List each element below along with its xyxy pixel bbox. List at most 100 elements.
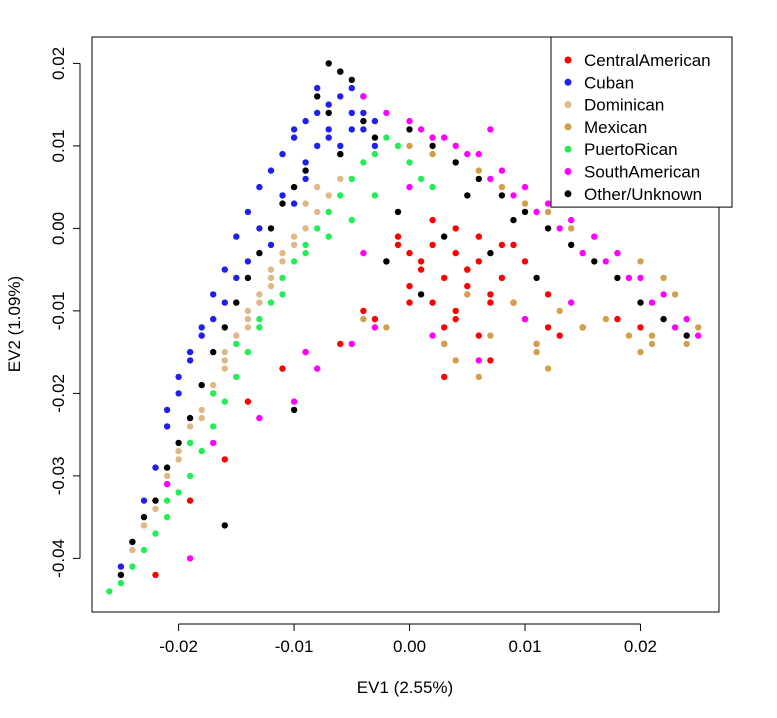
data-point: [348, 84, 355, 92]
data-point: [360, 315, 367, 323]
data-point: [221, 522, 228, 529]
data-point: [267, 241, 275, 249]
data-point: [521, 258, 529, 265]
y-tick-label: -0.01: [49, 292, 68, 331]
data-point: [186, 439, 194, 447]
data-point: [371, 315, 379, 323]
data-point: [602, 315, 609, 323]
data-point: [221, 266, 228, 273]
series-4: [106, 134, 436, 595]
data-point: [429, 216, 436, 224]
data-point: [637, 348, 644, 356]
data-point: [221, 357, 228, 364]
data-point: [325, 134, 332, 141]
data-point: [290, 398, 298, 405]
data-point: [441, 134, 448, 141]
data-point: [337, 150, 344, 158]
data-point: [337, 175, 344, 183]
legend-swatch: [564, 190, 572, 198]
data-point: [302, 167, 309, 174]
data-point: [256, 414, 263, 422]
data-point: [637, 274, 644, 282]
data-point: [198, 324, 205, 331]
data-points: [106, 60, 702, 595]
data-point: [671, 291, 679, 298]
legend-item: Cuban: [564, 73, 634, 92]
data-point: [498, 241, 506, 249]
data-point: [637, 258, 644, 265]
data-point: [302, 117, 309, 125]
data-point: [683, 315, 690, 323]
data-point: [383, 258, 390, 265]
data-point: [568, 216, 575, 224]
data-point: [210, 348, 217, 356]
data-point: [568, 299, 575, 306]
data-point: [417, 291, 425, 298]
data-point: [302, 175, 309, 183]
data-point: [510, 192, 517, 199]
data-point: [441, 340, 448, 348]
y-tick-label: 0.01: [49, 129, 68, 162]
data-point: [475, 233, 482, 240]
data-point: [498, 183, 506, 191]
data-point: [591, 258, 598, 265]
data-point: [510, 216, 517, 224]
data-point: [210, 439, 217, 447]
data-point: [140, 546, 148, 554]
data-point: [233, 233, 240, 240]
data-point: [348, 340, 355, 348]
data-point: [244, 274, 252, 282]
data-point: [429, 150, 436, 158]
data-point: [360, 249, 367, 257]
data-point: [429, 299, 436, 306]
data-point: [163, 472, 171, 480]
data-point: [256, 324, 263, 331]
data-point: [683, 340, 690, 348]
data-point: [314, 208, 321, 216]
data-point: [221, 348, 228, 356]
data-point: [660, 274, 667, 282]
data-point: [302, 241, 309, 249]
data-point: [175, 390, 182, 397]
data-point: [475, 150, 482, 158]
data-point: [406, 159, 413, 166]
data-point: [210, 291, 217, 298]
data-point: [591, 233, 598, 240]
data-point: [464, 291, 471, 298]
data-point: [394, 142, 402, 150]
data-point: [614, 274, 621, 282]
data-point: [279, 150, 286, 158]
data-point: [371, 142, 379, 150]
data-point: [302, 249, 309, 257]
data-point: [533, 348, 540, 356]
data-point: [360, 126, 367, 133]
data-point: [429, 183, 436, 191]
data-point: [244, 398, 252, 405]
data-point: [279, 365, 286, 372]
data-point: [267, 167, 275, 174]
legend-swatch: [564, 145, 572, 153]
data-point: [383, 324, 390, 331]
data-point: [452, 225, 459, 232]
data-point: [521, 208, 529, 216]
legend-swatch: [564, 56, 572, 64]
legend-swatch: [564, 168, 572, 175]
data-point: [325, 192, 332, 199]
data-point: [348, 216, 355, 224]
data-point: [186, 497, 194, 504]
data-point: [256, 249, 263, 257]
data-point: [186, 348, 194, 356]
data-point: [510, 299, 517, 306]
data-point: [233, 373, 240, 381]
data-point: [221, 398, 228, 405]
data-point: [660, 315, 667, 323]
data-point: [152, 530, 159, 537]
data-point: [186, 357, 194, 364]
data-point: [117, 563, 125, 570]
data-point: [314, 84, 321, 92]
legend-item: Mexican: [564, 118, 647, 137]
data-point: [210, 390, 217, 397]
data-point: [186, 414, 194, 422]
data-point: [337, 142, 344, 150]
data-point: [464, 282, 471, 290]
